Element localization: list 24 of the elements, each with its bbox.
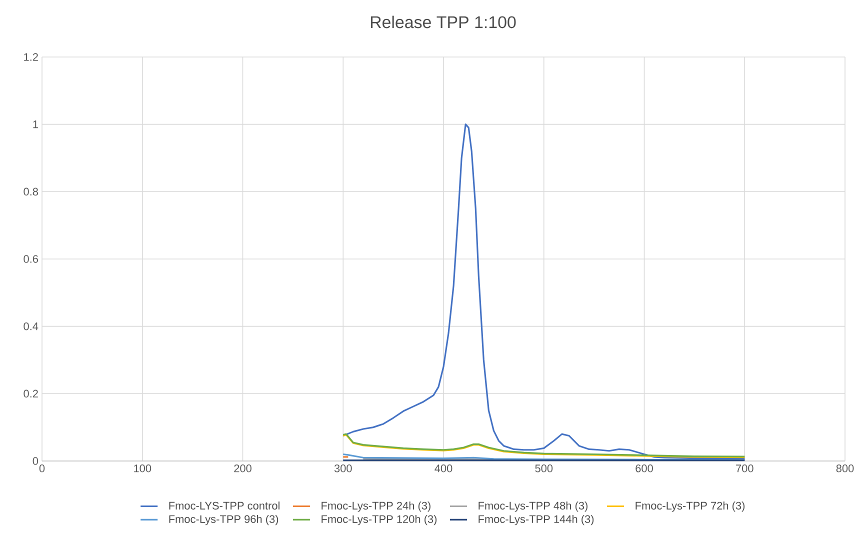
y-tick-label: 1.2 xyxy=(24,53,38,61)
legend-label: Fmoc-Lys-TPP 96h (3) xyxy=(169,514,278,526)
legend-label: Fmoc-Lys-TPP 144h (3) xyxy=(478,514,594,526)
legend-label: Fmoc-Lys-TPP 120h (3) xyxy=(322,514,437,526)
legend-label: Fmoc-Lys-TPP 48h (3) xyxy=(478,502,588,512)
x-tick-label: 200 xyxy=(234,464,252,472)
x-tick-label: 300 xyxy=(334,464,352,472)
x-tick-label: 0 xyxy=(39,464,45,472)
x-tick-label: 400 xyxy=(434,464,452,472)
legend-label: Fmoc-Lys-TPP 72h (3) xyxy=(636,502,745,512)
legend-label: Fmoc-LYS-TPP control xyxy=(169,502,280,510)
y-tick-label: 0 xyxy=(32,457,38,465)
x-tick-label: 600 xyxy=(636,464,653,472)
x-tick-label: 800 xyxy=(836,464,854,472)
y-tick-label: 0.6 xyxy=(24,255,38,263)
chart-title: Release TPP 1:100 xyxy=(370,16,516,28)
y-tick-label: 1 xyxy=(33,120,38,128)
y-tick-label: 0.8 xyxy=(24,188,38,196)
y-tick-label: 0.2 xyxy=(24,390,38,398)
x-tick-label: 700 xyxy=(736,464,754,472)
legend-label: Fmoc-Lys-TPP 24h (3) xyxy=(322,502,430,512)
y-tick-label: 0.4 xyxy=(24,322,38,330)
x-tick-label: 500 xyxy=(535,464,553,472)
x-tick-label: 100 xyxy=(134,464,152,472)
